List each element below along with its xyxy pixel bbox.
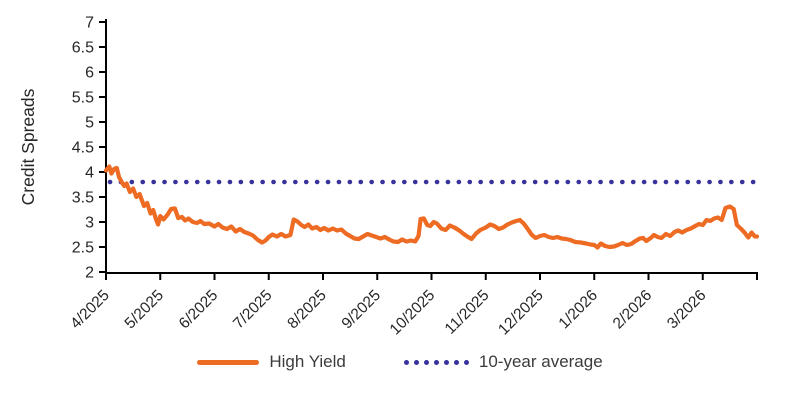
x-tick-label: 1/2026 [556, 287, 602, 333]
ten-year-average-dots-swatch [403, 359, 469, 365]
ten-year-average-legend-label: 10-year average [478, 352, 603, 371]
y-tick-label: 5.5 [72, 90, 94, 107]
chart-legend: High Yield 10-year average [0, 352, 800, 372]
x-tick-label: 8/2025 [284, 287, 330, 333]
x-tick-label: 6/2025 [176, 287, 222, 333]
y-axis-title: Credit Spreads [18, 88, 38, 205]
y-tick-label: 2.5 [72, 240, 94, 257]
x-tick-label: 10/2025 [387, 287, 439, 339]
x-tick-label: 2/2026 [610, 287, 656, 333]
high-yield-series [103, 164, 760, 250]
y-tick-label: 7 [85, 15, 94, 32]
high-yield-legend-label: High Yield [269, 352, 346, 371]
x-tick-label: 9/2025 [339, 287, 385, 333]
y-tick-label: 2 [85, 265, 94, 282]
y-tick-label: 3 [85, 215, 94, 232]
x-tick-label: 11/2025 [442, 287, 493, 338]
spread-chart: 7 6.5 6 5.5 5 4.5 4 3.5 3 2.5 2 4/2025 5/2025 6/2025… [18, 15, 760, 339]
x-tick-label: 12/2025 [495, 287, 547, 339]
x-tick-label: 3/2026 [664, 287, 710, 333]
high-yield-line [103, 164, 760, 250]
x-axis: 4/2025 5/2025 6/2025 7/2025 8/2025 9/2025 10/2… [67, 272, 758, 339]
y-tick-label: 4 [85, 165, 94, 182]
legend-item-high-yield: High Yield [197, 352, 346, 372]
x-tick-label: 7/2025 [230, 287, 276, 333]
y-tick-label: 3.5 [72, 190, 94, 207]
high-yield-line-swatch [197, 359, 260, 365]
y-axis: 7 6.5 6 5.5 5 4.5 4 3.5 3 2.5 2 [72, 15, 107, 282]
y-tick-label: 4.5 [72, 140, 94, 157]
y-tick-label: 5 [85, 115, 94, 132]
y-axis-title-group: Credit Spreads [18, 88, 38, 205]
y-tick-label: 6.5 [72, 40, 94, 57]
y-tick-label: 6 [85, 65, 94, 82]
x-tick-label: 4/2025 [67, 287, 113, 333]
legend-item-10-year-average: 10-year average [403, 352, 603, 372]
x-tick-label: 5/2025 [122, 287, 168, 333]
